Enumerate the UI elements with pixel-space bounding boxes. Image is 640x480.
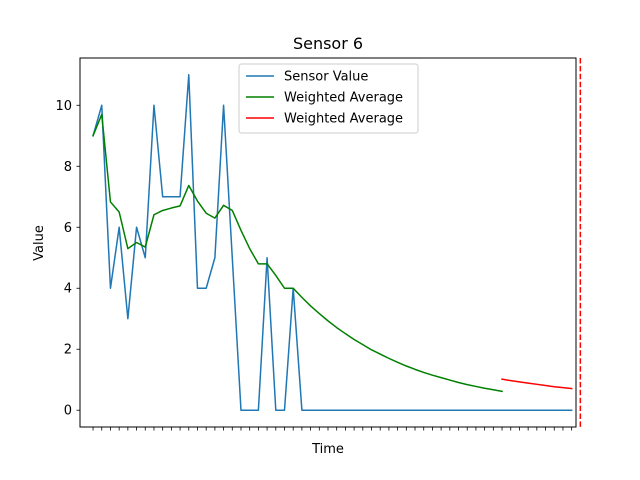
y-tick-label: 8 [64,160,72,175]
legend: Sensor Value Weighted Average Weighted Ave… [238,63,419,134]
y-tick-label: 4 [64,282,72,297]
y-axis-ticks: 0 2 4 6 8 10 [55,99,80,419]
y-tick-label: 6 [64,221,72,236]
legend-label-1: Weighted Average [284,91,403,106]
plot-lines [92,74,573,411]
y-axis-label: Value [32,225,47,261]
series-line-1 [92,113,503,393]
x-axis-ticks [92,427,573,431]
series-line-0 [92,74,573,411]
legend-label-2: Weighted Average [284,112,403,127]
y-tick-label: 0 [64,404,72,419]
legend-box [238,63,419,134]
legend-label-0: Sensor Value [284,70,368,85]
chart-title: Sensor 6 [293,34,363,53]
y-tick-label: 10 [55,99,72,114]
x-axis-label: Time [311,442,344,457]
series-line-2 [501,378,573,390]
y-tick-label: 2 [64,343,72,358]
